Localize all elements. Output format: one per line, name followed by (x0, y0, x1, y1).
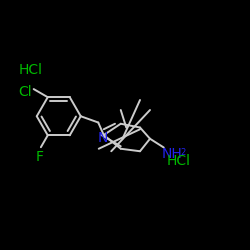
Text: N: N (98, 130, 108, 144)
Text: HCl: HCl (166, 154, 190, 168)
Text: Cl: Cl (19, 84, 32, 98)
Text: HCl: HCl (19, 63, 43, 77)
Text: 2: 2 (180, 148, 185, 157)
Text: NH: NH (161, 147, 182, 161)
Text: F: F (36, 150, 44, 164)
